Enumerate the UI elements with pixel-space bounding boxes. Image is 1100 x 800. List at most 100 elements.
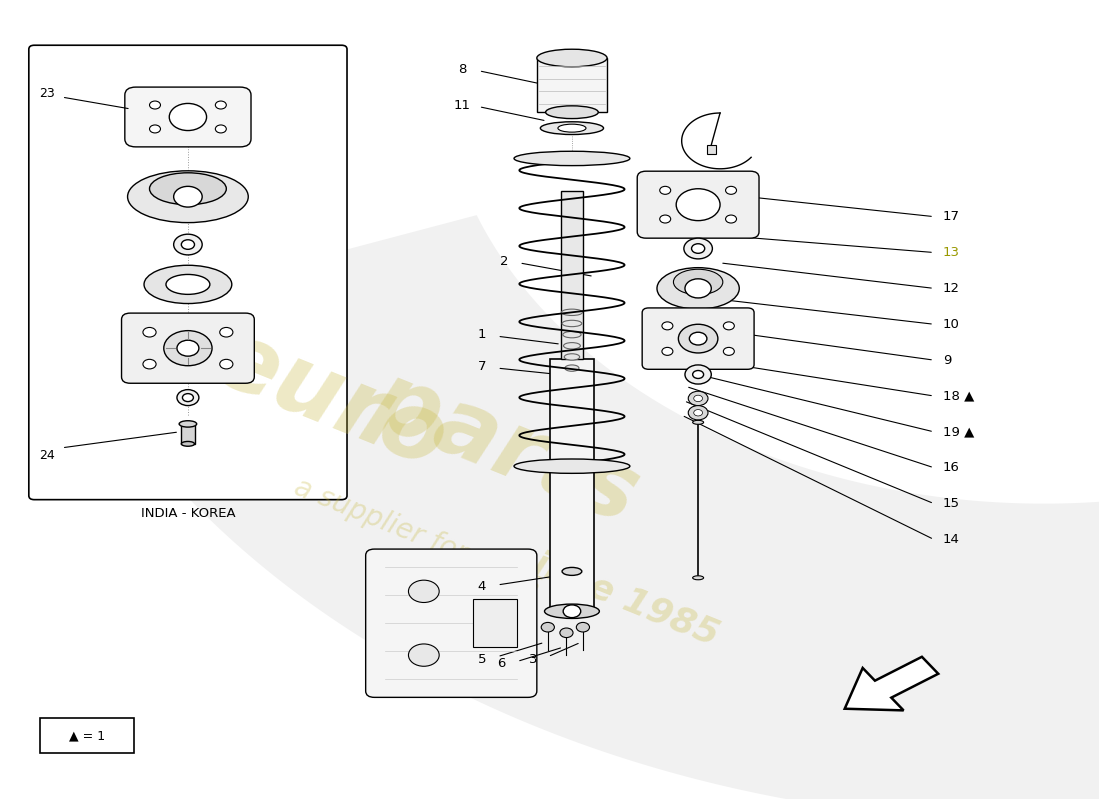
Circle shape — [694, 410, 703, 416]
Ellipse shape — [693, 576, 704, 580]
Ellipse shape — [562, 320, 582, 326]
Text: 19 ▲: 19 ▲ — [943, 426, 975, 438]
Circle shape — [216, 125, 227, 133]
Text: 14: 14 — [943, 533, 959, 546]
Ellipse shape — [514, 151, 630, 166]
Circle shape — [143, 327, 156, 337]
Text: euro: euro — [200, 312, 461, 488]
Circle shape — [174, 186, 202, 207]
Text: 13: 13 — [943, 246, 960, 259]
Ellipse shape — [179, 421, 197, 427]
Ellipse shape — [563, 342, 581, 349]
Text: 7: 7 — [477, 360, 486, 373]
Ellipse shape — [166, 274, 210, 294]
Bar — [537, 58, 607, 112]
Circle shape — [660, 186, 671, 194]
Text: INDIA - KOREA: INDIA - KOREA — [141, 506, 235, 520]
Circle shape — [692, 244, 705, 254]
Polygon shape — [845, 657, 938, 710]
Ellipse shape — [537, 50, 607, 66]
Circle shape — [660, 215, 671, 223]
Ellipse shape — [558, 124, 586, 132]
Circle shape — [679, 324, 718, 353]
FancyBboxPatch shape — [637, 171, 759, 238]
Bar — [707, 145, 716, 154]
Text: 4: 4 — [477, 580, 486, 593]
Bar — [550, 358, 594, 607]
Text: ▲ = 1: ▲ = 1 — [69, 729, 104, 742]
Circle shape — [164, 330, 212, 366]
Text: 23: 23 — [40, 86, 55, 99]
Circle shape — [220, 359, 233, 369]
Circle shape — [560, 628, 573, 638]
Text: 11: 11 — [453, 98, 471, 111]
Text: 3: 3 — [529, 653, 538, 666]
Ellipse shape — [144, 266, 232, 303]
Ellipse shape — [657, 268, 739, 309]
Circle shape — [182, 240, 195, 250]
Ellipse shape — [673, 270, 723, 294]
Circle shape — [177, 340, 199, 356]
Text: 15: 15 — [943, 497, 960, 510]
Text: 12: 12 — [943, 282, 960, 295]
Circle shape — [408, 644, 439, 666]
Ellipse shape — [693, 420, 704, 424]
Ellipse shape — [182, 442, 195, 446]
FancyBboxPatch shape — [642, 308, 755, 370]
Circle shape — [694, 395, 703, 402]
Circle shape — [177, 390, 199, 406]
Circle shape — [685, 365, 712, 384]
FancyBboxPatch shape — [124, 87, 251, 147]
Ellipse shape — [563, 331, 581, 338]
Circle shape — [684, 238, 713, 259]
Circle shape — [563, 605, 581, 618]
Text: 6: 6 — [497, 658, 506, 670]
Text: 2: 2 — [499, 254, 508, 268]
Text: 5: 5 — [477, 653, 486, 666]
FancyBboxPatch shape — [365, 549, 537, 698]
Circle shape — [541, 622, 554, 632]
Ellipse shape — [546, 106, 598, 118]
Ellipse shape — [562, 567, 582, 575]
Circle shape — [726, 186, 737, 194]
Circle shape — [693, 370, 704, 378]
Ellipse shape — [564, 354, 580, 360]
Circle shape — [220, 327, 233, 337]
FancyBboxPatch shape — [29, 46, 346, 500]
Circle shape — [183, 394, 194, 402]
Ellipse shape — [514, 459, 630, 474]
Text: a supplier for parts: a supplier for parts — [290, 473, 547, 598]
Circle shape — [724, 322, 735, 330]
Circle shape — [726, 215, 737, 223]
Circle shape — [216, 101, 227, 109]
Text: 24: 24 — [40, 450, 55, 462]
Text: 10: 10 — [943, 318, 959, 330]
Polygon shape — [64, 215, 1100, 800]
Circle shape — [150, 125, 161, 133]
Text: since 1985: since 1985 — [508, 538, 724, 652]
Circle shape — [689, 391, 708, 406]
Circle shape — [662, 322, 673, 330]
Circle shape — [576, 622, 590, 632]
Text: parts: parts — [360, 353, 653, 543]
Ellipse shape — [150, 173, 227, 205]
Ellipse shape — [561, 309, 583, 315]
Ellipse shape — [565, 365, 579, 371]
Text: 1: 1 — [477, 328, 486, 341]
Bar — [182, 424, 195, 444]
Circle shape — [676, 189, 720, 221]
Circle shape — [408, 580, 439, 602]
FancyBboxPatch shape — [40, 718, 134, 753]
Circle shape — [150, 101, 161, 109]
Circle shape — [689, 406, 708, 420]
Circle shape — [690, 332, 707, 345]
Ellipse shape — [128, 170, 249, 222]
Ellipse shape — [544, 604, 600, 618]
Circle shape — [169, 103, 207, 130]
Text: 16: 16 — [943, 462, 959, 474]
Circle shape — [685, 279, 712, 298]
Circle shape — [662, 347, 673, 355]
Text: 8: 8 — [458, 62, 466, 76]
FancyBboxPatch shape — [121, 313, 254, 383]
Circle shape — [174, 234, 202, 255]
